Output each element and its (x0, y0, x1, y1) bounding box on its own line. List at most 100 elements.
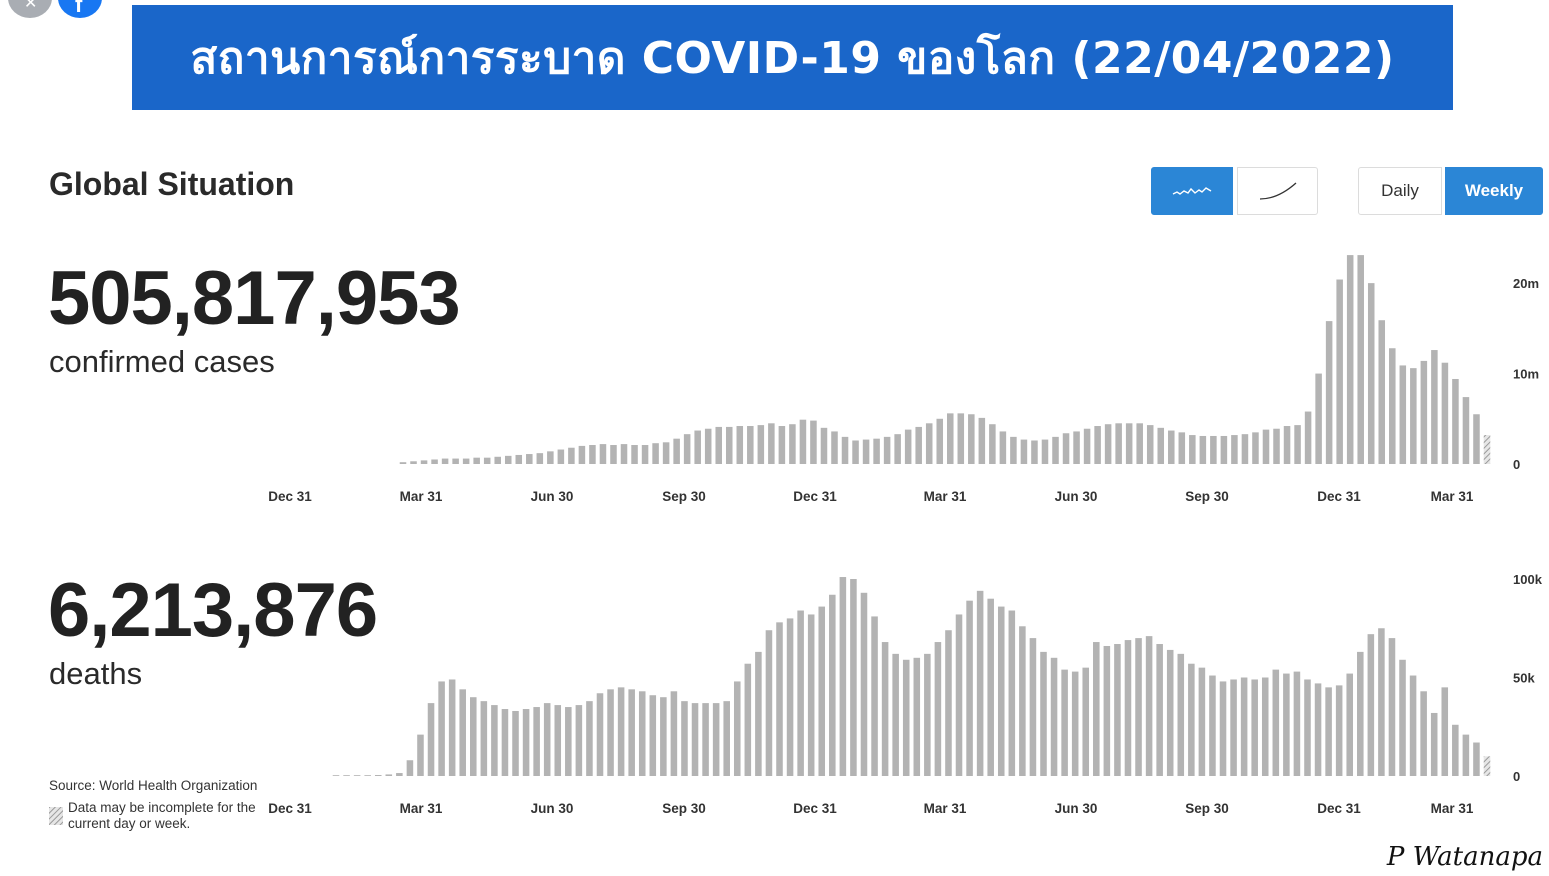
chart-bar (997, 606, 1005, 776)
chart-bar (554, 705, 562, 776)
chart-bar (1452, 724, 1459, 776)
chart-bar (1145, 636, 1153, 776)
x-tick-label: Mar 31 (924, 801, 967, 816)
chart-bar (778, 426, 786, 464)
chart-bar (431, 459, 438, 464)
chart-bar (860, 592, 868, 776)
chart-bar (725, 426, 733, 464)
chart-bar (438, 681, 445, 776)
chart-bar (649, 695, 657, 776)
chart-bar (1335, 685, 1343, 776)
chart-bar (1209, 675, 1216, 776)
chart-bar (491, 705, 498, 776)
chart-bar (420, 460, 428, 464)
chart-bar (704, 428, 712, 464)
chart-bar (1346, 255, 1354, 464)
chart-bar (881, 642, 889, 776)
incomplete-data-note: Data may be incomplete for the current d… (68, 800, 256, 831)
chart-bar (1314, 683, 1322, 776)
chart-mode-wavy-button[interactable] (1151, 167, 1233, 215)
y-tick-label: 20m (1513, 276, 1539, 291)
chart-bar (547, 451, 554, 464)
chart-bar (1093, 642, 1100, 776)
chart-bar (1050, 657, 1058, 776)
chart-bar (448, 679, 456, 776)
chart-bar (947, 413, 954, 464)
cases-total: 505,817,953 (48, 256, 461, 341)
chart-bar (841, 436, 849, 464)
chart-bar (353, 775, 361, 776)
chart-bar (694, 430, 701, 464)
close-icon: ✕ (24, 0, 38, 12)
chart-bar (483, 457, 491, 464)
x-tick-label: Sep 30 (662, 801, 706, 816)
x-tick-label: Dec 31 (793, 489, 837, 504)
x-tick-label: Mar 31 (924, 489, 967, 504)
x-tick-label: Dec 31 (1317, 489, 1361, 504)
chart-bar (1073, 431, 1080, 464)
chart-bar (913, 657, 921, 776)
chart-bar (999, 431, 1007, 464)
chart-bar (810, 420, 817, 464)
chart-bar (332, 775, 340, 776)
x-tick-label: Sep 30 (662, 489, 706, 504)
chart-bar (1062, 433, 1070, 464)
chart-bar (385, 774, 393, 776)
chart-bar (1293, 671, 1301, 776)
signature: P Watanapa (1386, 842, 1543, 872)
facebook-button[interactable]: f (58, 0, 102, 18)
chart-bar (1008, 610, 1016, 776)
chart-bar (1029, 638, 1037, 776)
chart-bar (662, 442, 670, 464)
chart-bar (968, 414, 975, 464)
chart-bar (1430, 712, 1438, 776)
chart-bar (871, 616, 878, 776)
chart-bar (607, 689, 614, 776)
wavy-line-icon (1172, 187, 1212, 195)
chart-bar (1315, 373, 1322, 464)
chart-bar (681, 701, 688, 776)
chart-bar (473, 457, 480, 464)
x-tick-label: Sep 30 (1185, 801, 1229, 816)
chart-bar (683, 434, 691, 464)
chart-bar (807, 614, 815, 776)
chart-bar (1231, 435, 1238, 464)
chart-bar (733, 681, 741, 776)
chart-bar (1389, 348, 1396, 464)
weekly-button[interactable]: Weekly (1445, 167, 1543, 215)
chart-bar (670, 691, 678, 776)
chart-bar (1273, 428, 1280, 464)
chart-bar (1052, 436, 1059, 464)
chart-bar (1210, 435, 1217, 464)
chart-bar (797, 610, 804, 776)
chart-mode-cumulative-button[interactable] (1237, 167, 1318, 215)
chart-bar (755, 651, 762, 776)
chart-bar (1325, 321, 1333, 464)
chart-bar (515, 454, 523, 464)
chart-bar (406, 760, 414, 776)
deaths-label: deaths (49, 656, 143, 691)
chart-bar (1431, 350, 1438, 464)
close-button[interactable]: ✕ (8, 0, 52, 18)
chart-bar (1041, 439, 1049, 464)
chart-bar (1452, 378, 1459, 464)
chart-bar (1220, 435, 1228, 464)
chart-bar (862, 439, 870, 464)
chart-bar (1378, 628, 1385, 776)
chart-bar (364, 775, 371, 776)
chart-bar (343, 775, 350, 776)
chart-bar (936, 418, 944, 464)
y-tick-label: 50k (1513, 671, 1535, 686)
chart-bar (1357, 651, 1364, 776)
chart-bar-incomplete (1483, 435, 1491, 464)
chart-bar (1135, 638, 1142, 776)
chart-bar (1304, 411, 1312, 464)
chart-bar (702, 703, 709, 776)
daily-button[interactable]: Daily (1358, 167, 1442, 215)
chart-bar (1198, 667, 1206, 776)
chart-bar (712, 703, 720, 776)
chart-bar (1020, 439, 1028, 464)
chart-bar (1157, 427, 1165, 464)
x-tick-label: Jun 30 (1055, 489, 1098, 504)
source-text: Source: World Health Organization (49, 778, 258, 793)
